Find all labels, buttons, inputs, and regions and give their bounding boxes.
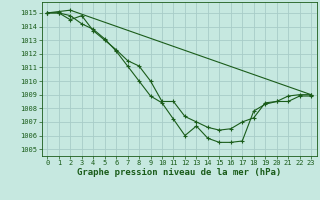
X-axis label: Graphe pression niveau de la mer (hPa): Graphe pression niveau de la mer (hPa): [77, 168, 281, 177]
